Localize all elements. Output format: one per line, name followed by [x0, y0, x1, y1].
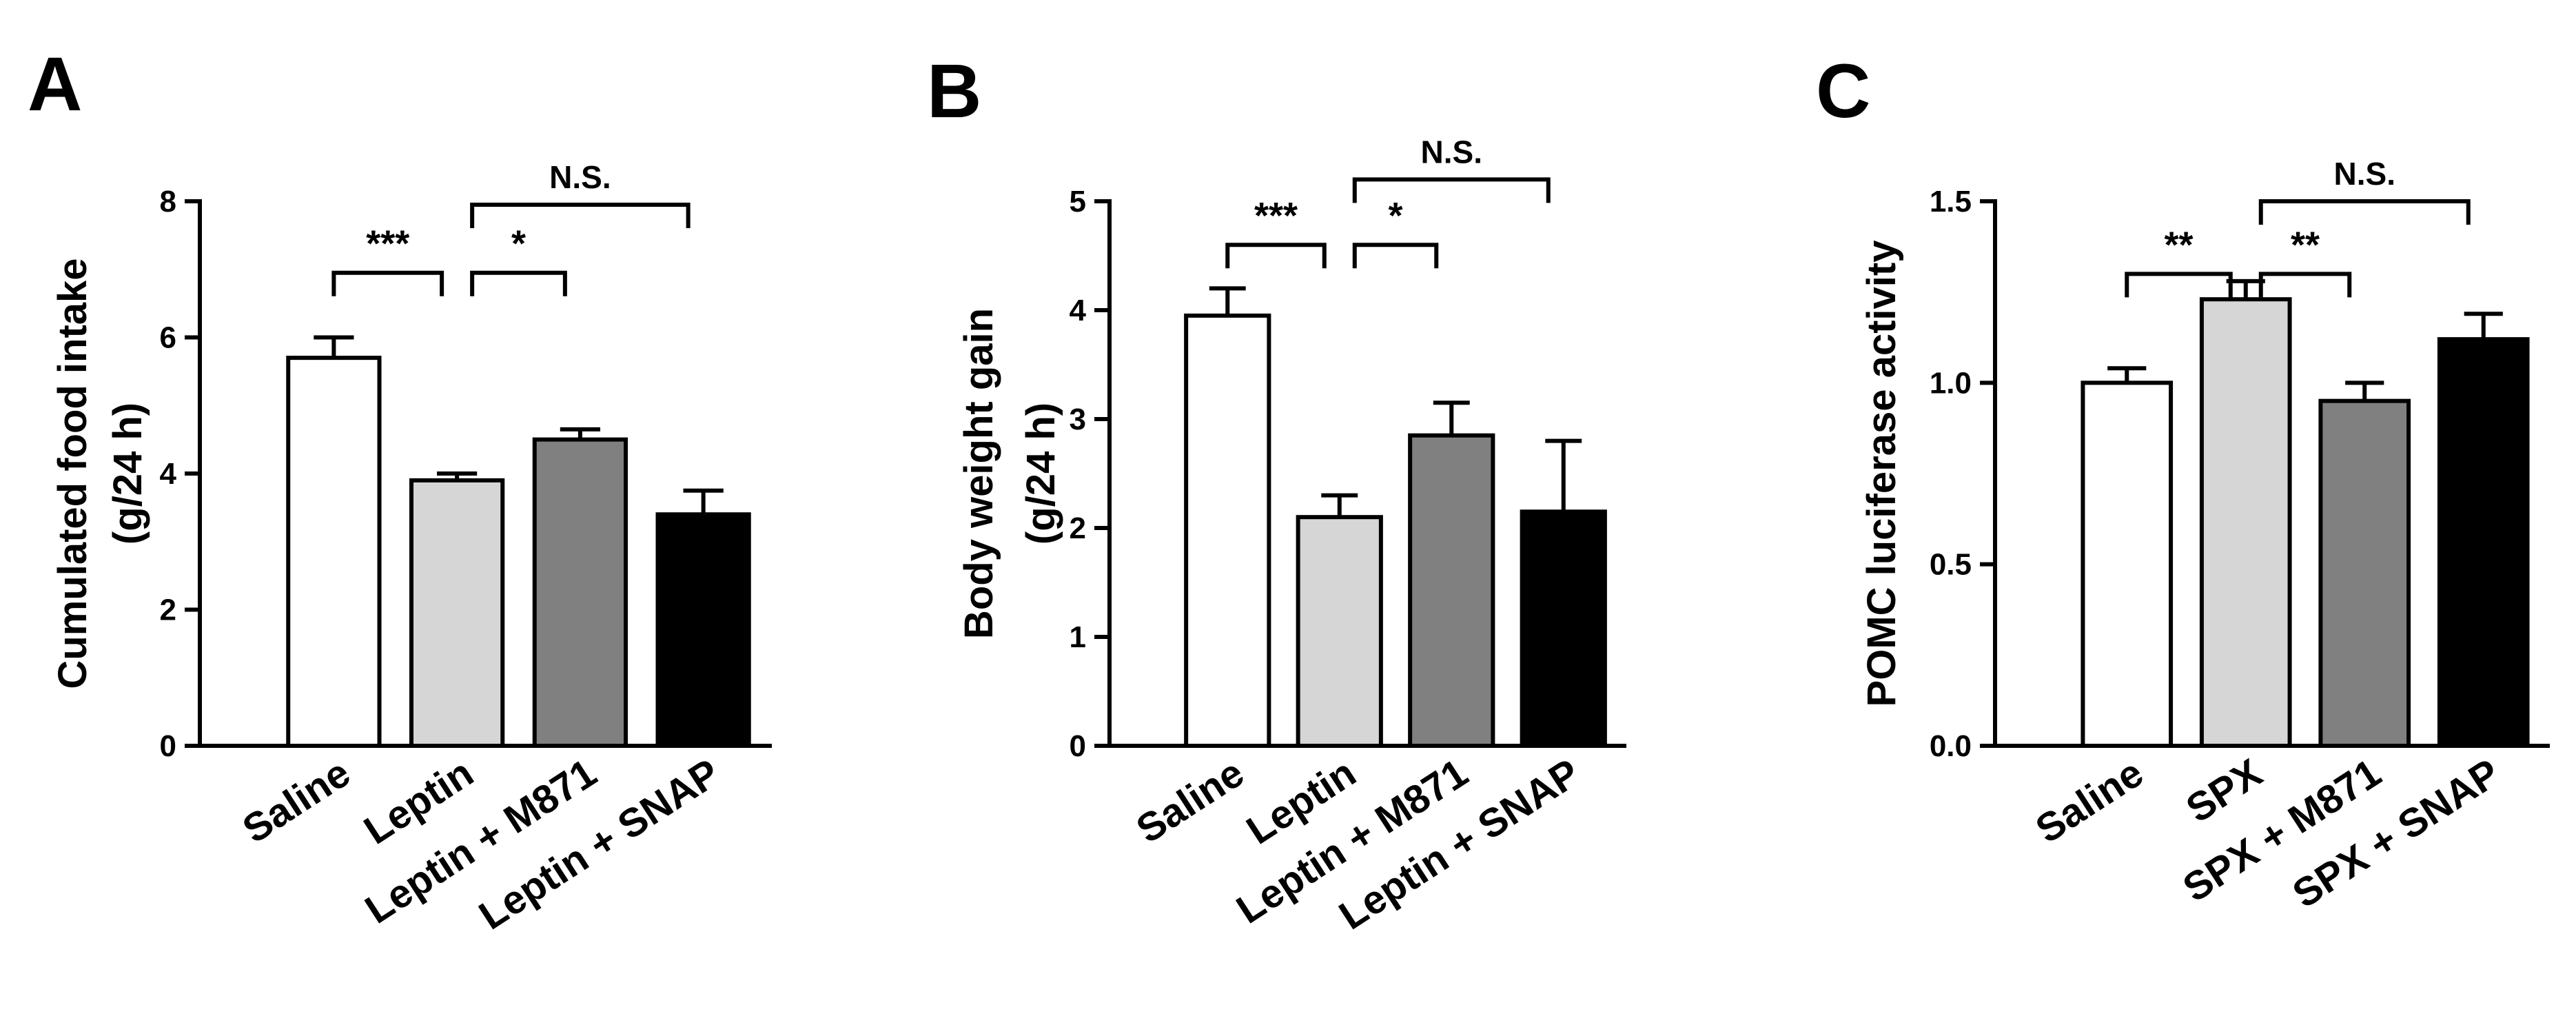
bar-4 — [1520, 509, 1607, 748]
bar-3 — [2318, 398, 2411, 749]
y-tick-label: 1.0 — [1930, 366, 1972, 400]
y-axis-unit: (g/24 h) — [1019, 403, 1063, 545]
significance-bracket-3 — [2258, 199, 2471, 225]
significance-label-1: *** — [366, 223, 409, 265]
significance-bracket-1 — [2125, 272, 2233, 298]
category-label-1: Saline — [1129, 750, 1252, 852]
significance-label-2: ** — [2291, 224, 2320, 265]
bar-3 — [1408, 433, 1495, 748]
bar-3 — [532, 437, 628, 748]
y-axis-title: POMC luciferase activity — [1859, 241, 1904, 707]
bar-2 — [409, 478, 505, 748]
y-tick-label: 0.0 — [1930, 729, 1972, 763]
panel-label: B — [927, 49, 981, 134]
y-tick-label: 1 — [1070, 620, 1086, 654]
panel-label: C — [1816, 49, 1870, 134]
y-tick-label: 0 — [160, 729, 176, 763]
significance-label-2: * — [511, 223, 526, 265]
bar-1 — [1184, 313, 1271, 748]
y-tick-label: 3 — [1070, 403, 1086, 436]
significance-label-3: N.S. — [2334, 156, 2395, 192]
chart-panel-a: A 0 2 4 6 8 Cumulated food intake (g/24 h) Salin… — [28, 42, 772, 938]
y-axis-unit: (g/24 h) — [105, 403, 150, 545]
significance-bracket-2 — [1352, 243, 1439, 269]
significance-label-1: ** — [2164, 224, 2193, 265]
category-label-1: Saline — [235, 750, 358, 852]
significance-label-3: N.S. — [549, 159, 611, 195]
significance-bracket-2 — [2258, 272, 2352, 298]
bar-1 — [286, 356, 382, 748]
y-tick-label: 2 — [160, 593, 176, 627]
y-tick-label: 6 — [160, 321, 176, 355]
y-tick-label: 8 — [160, 185, 176, 219]
bar-2 — [2199, 297, 2292, 748]
significance-label-1: *** — [1254, 195, 1298, 236]
significance-bracket-1 — [331, 270, 444, 296]
y-axis-title: Cumulated food intake — [50, 258, 95, 689]
bar-4 — [2437, 337, 2530, 748]
chart-panel-c: C 0.0 0.5 1.0 1.5 POMC luciferase activity Sal… — [1816, 49, 2550, 917]
y-tick-label: 4 — [160, 457, 177, 491]
y-tick-label: 4 — [1070, 294, 1087, 327]
bar-1 — [2081, 380, 2174, 748]
y-tick-label: 1.5 — [1930, 185, 1972, 219]
y-tick-label: 0 — [1070, 729, 1086, 763]
significance-label-2: * — [1388, 195, 1402, 236]
significance-bracket-3 — [470, 202, 691, 228]
category-label-1: Saline — [2028, 750, 2151, 852]
significance-bracket-2 — [470, 270, 567, 296]
significance-bracket-3 — [1352, 177, 1551, 203]
y-tick-label: 5 — [1070, 185, 1086, 219]
y-axis-title: Body weight gain — [957, 308, 1001, 639]
significance-label-3: N.S. — [1421, 134, 1482, 170]
bar-4 — [655, 512, 751, 748]
bar-2 — [1296, 515, 1383, 748]
panel-label: A — [28, 42, 82, 127]
y-tick-label: 0.5 — [1930, 548, 1972, 582]
category-label-2: SPX — [2178, 750, 2270, 831]
significance-bracket-1 — [1225, 243, 1327, 269]
y-tick-label: 2 — [1070, 511, 1086, 545]
